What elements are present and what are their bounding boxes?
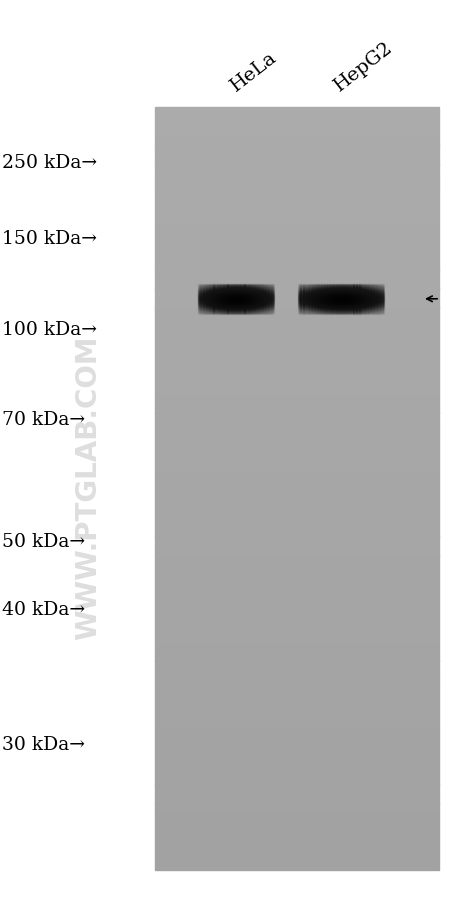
Text: 250 kDa→: 250 kDa→	[2, 153, 97, 171]
Bar	[155, 804, 439, 814]
Bar	[155, 480, 439, 489]
Bar	[155, 594, 439, 603]
Bar	[155, 280, 439, 290]
Bar	[155, 136, 439, 146]
Bar	[155, 622, 439, 632]
Bar	[155, 547, 439, 556]
Bar	[155, 489, 439, 499]
Bar	[155, 737, 439, 747]
Bar	[155, 794, 439, 804]
Bar	[155, 117, 439, 127]
Bar	[155, 660, 439, 670]
Bar	[155, 708, 439, 718]
Bar	[155, 556, 439, 566]
Bar	[155, 727, 439, 737]
Text: 150 kDa→: 150 kDa→	[2, 230, 97, 248]
Bar	[155, 203, 439, 213]
Bar	[155, 384, 439, 394]
Bar	[155, 289, 439, 299]
Bar	[155, 213, 439, 223]
Bar	[155, 108, 439, 118]
Bar	[155, 355, 439, 365]
Bar	[155, 451, 439, 461]
Bar	[155, 232, 439, 242]
Bar	[155, 470, 439, 480]
Text: WWW.PTGLAB.COM: WWW.PTGLAB.COM	[74, 335, 102, 640]
Bar	[155, 823, 439, 833]
Bar	[155, 394, 439, 403]
Bar	[155, 680, 439, 689]
Text: 40 kDa→: 40 kDa→	[2, 600, 86, 618]
Bar	[155, 632, 439, 642]
Bar	[155, 766, 439, 775]
Bar	[155, 327, 439, 336]
Bar	[155, 175, 439, 185]
Bar	[155, 127, 439, 137]
Bar	[155, 299, 439, 308]
Bar	[155, 537, 439, 547]
Bar	[155, 518, 439, 528]
Bar	[155, 651, 439, 661]
Text: HepG2: HepG2	[331, 38, 396, 95]
Text: HeLa: HeLa	[227, 48, 280, 95]
Bar	[155, 775, 439, 785]
Bar	[155, 603, 439, 613]
Bar	[155, 432, 439, 442]
Text: 70 kDa→: 70 kDa→	[2, 410, 86, 428]
Bar	[155, 270, 439, 280]
Bar	[155, 308, 439, 318]
Bar	[155, 699, 439, 708]
Bar	[155, 336, 439, 346]
Bar	[155, 641, 439, 651]
Bar	[155, 746, 439, 756]
Bar	[155, 346, 439, 356]
Bar	[155, 441, 439, 451]
Bar	[155, 508, 439, 518]
Bar	[155, 499, 439, 509]
Text: 30 kDa→: 30 kDa→	[2, 735, 85, 753]
Bar	[155, 422, 439, 432]
Text: 100 kDa→: 100 kDa→	[2, 320, 97, 338]
Text: 50 kDa→: 50 kDa→	[2, 532, 86, 550]
Bar	[155, 146, 439, 156]
Bar	[155, 813, 439, 823]
Bar	[155, 242, 439, 251]
Bar	[155, 575, 439, 584]
Bar	[155, 851, 439, 861]
Bar	[155, 261, 439, 271]
Bar	[155, 842, 439, 851]
Bar	[155, 375, 439, 384]
Bar	[155, 613, 439, 622]
Bar	[155, 528, 439, 537]
Bar	[155, 756, 439, 766]
Bar	[155, 670, 439, 680]
Bar	[155, 165, 439, 175]
Bar	[155, 318, 439, 327]
Bar	[155, 365, 439, 375]
Bar	[155, 184, 439, 194]
Bar	[155, 413, 439, 423]
Bar	[155, 461, 439, 470]
Bar	[155, 566, 439, 575]
Bar	[155, 861, 439, 870]
Bar	[155, 251, 439, 261]
Bar	[155, 785, 439, 794]
Bar	[155, 403, 439, 413]
Bar	[155, 584, 439, 594]
Bar	[155, 689, 439, 699]
Bar	[155, 156, 439, 165]
Bar	[155, 718, 439, 728]
Bar	[155, 833, 439, 842]
Bar	[155, 223, 439, 232]
Bar	[155, 194, 439, 204]
